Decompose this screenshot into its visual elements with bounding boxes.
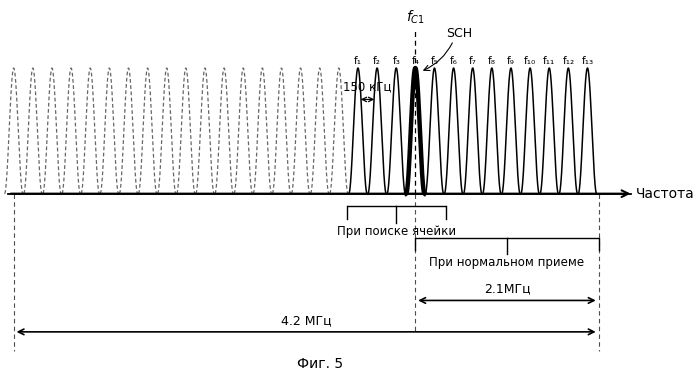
Text: f₉: f₉ <box>507 55 515 65</box>
Text: f₁₀: f₁₀ <box>524 55 536 65</box>
Text: f₁₁: f₁₁ <box>543 55 555 65</box>
Text: 150 кГц: 150 кГц <box>343 80 391 93</box>
Text: f₆: f₆ <box>449 55 458 65</box>
Text: 4.2 МГц: 4.2 МГц <box>281 314 331 327</box>
Text: f₁₃: f₁₃ <box>582 55 593 65</box>
Text: f₄: f₄ <box>411 55 419 65</box>
Text: f₅: f₅ <box>431 55 438 65</box>
Text: При нормальном приеме: При нормальном приеме <box>429 256 584 269</box>
Text: f₇: f₇ <box>469 55 477 65</box>
Text: SCH: SCH <box>446 27 473 40</box>
Text: f₁: f₁ <box>354 55 362 65</box>
Text: f₂: f₂ <box>373 55 381 65</box>
Text: f₁₂: f₁₂ <box>562 55 575 65</box>
Text: При поиске ячейки: При поиске ячейки <box>337 225 456 238</box>
Text: f₃: f₃ <box>392 55 400 65</box>
Text: Частота: Частота <box>636 187 695 201</box>
Text: $f_{C1}$: $f_{C1}$ <box>406 8 425 26</box>
Text: f₈: f₈ <box>488 55 496 65</box>
Text: Фиг. 5: Фиг. 5 <box>296 357 343 371</box>
Text: 2.1МГц: 2.1МГц <box>484 282 531 295</box>
